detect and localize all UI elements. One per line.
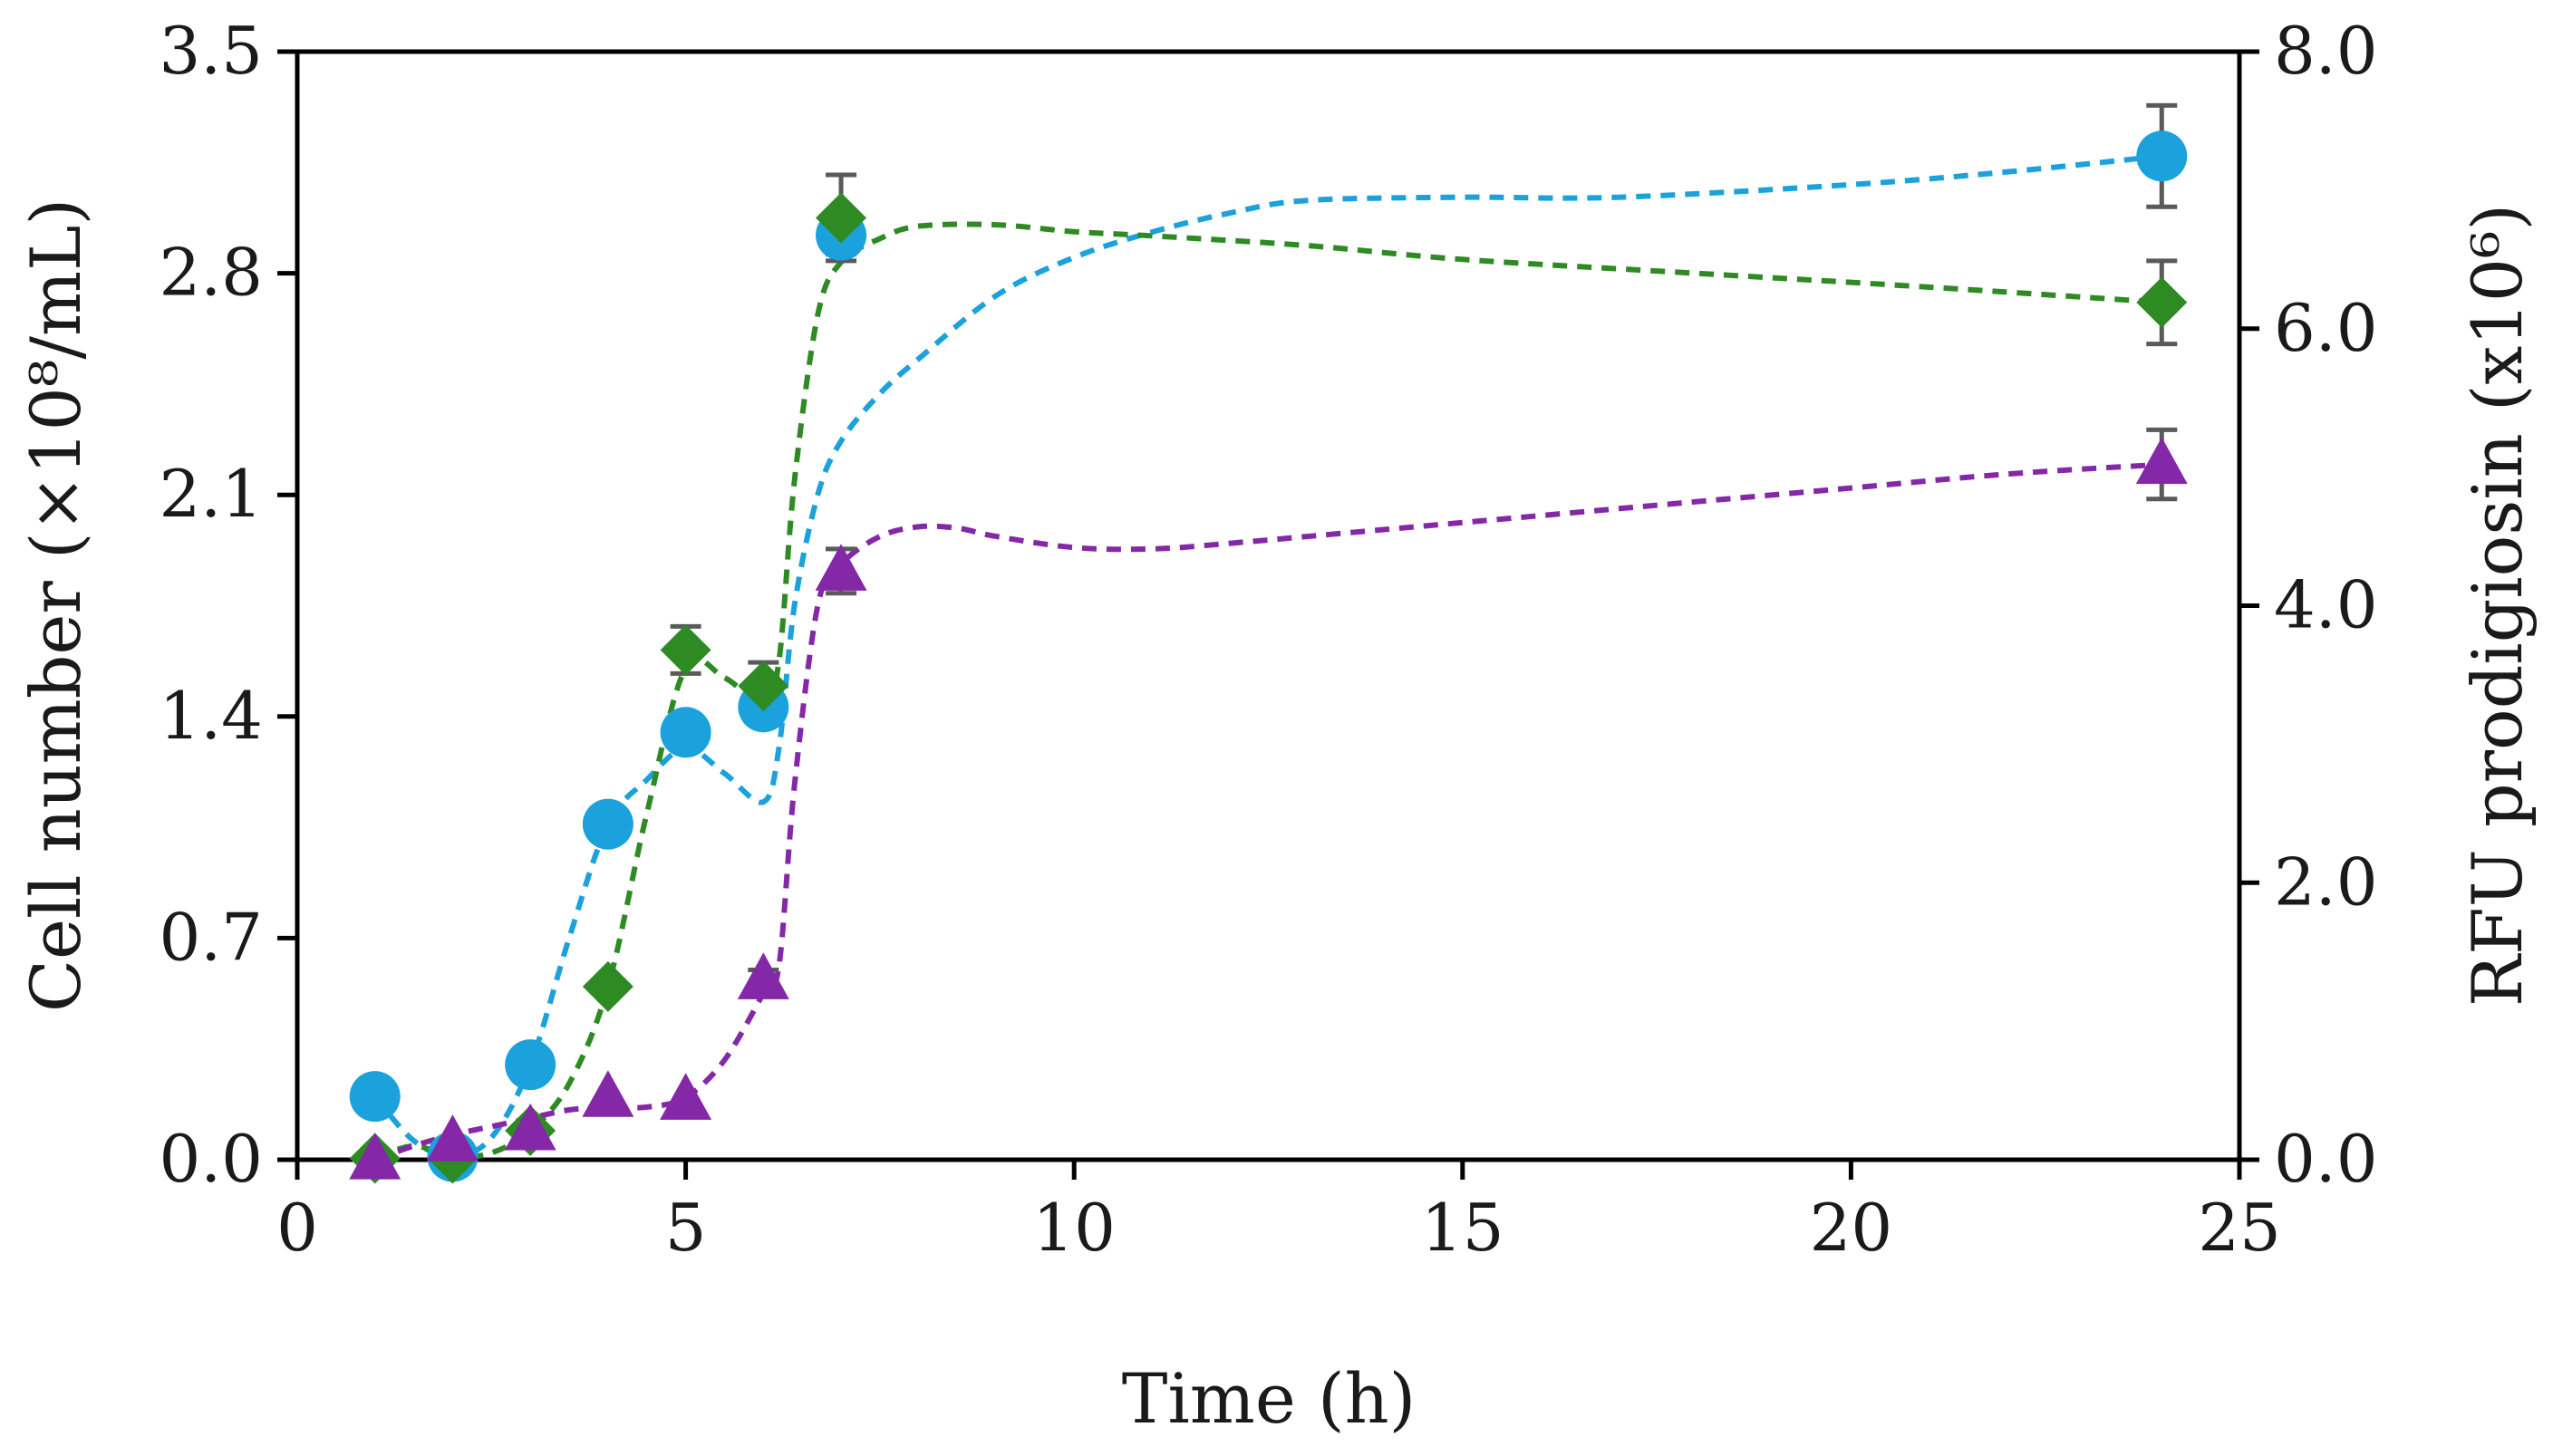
- triangle-trend-line: [373, 461, 2162, 1162]
- triangle-data-point: [2135, 437, 2188, 485]
- x-tick-label: 10: [1032, 1190, 1116, 1266]
- x-tick-label: 0: [276, 1190, 318, 1266]
- triangle-data-point: [660, 1073, 712, 1120]
- triangle-data-point: [504, 1103, 556, 1151]
- diamond-data-point: [738, 661, 789, 712]
- x-axis-title: Time (h): [1122, 1358, 1416, 1439]
- circle-data-point: [660, 707, 711, 758]
- circle-data-point: [2136, 130, 2188, 182]
- left-y-tick-label: 3.5: [159, 13, 263, 89]
- right-y-tick-label: 0.0: [2274, 1121, 2378, 1197]
- triangle-data-point: [426, 1114, 479, 1162]
- right-y-tick-label: 6.0: [2274, 290, 2378, 366]
- left-y-tick-label: 2.1: [159, 456, 263, 532]
- right-y-axis-ticks: 0.0 2.0 4.0 6.0 8.0: [2239, 13, 2378, 1197]
- x-tick-label: 20: [1810, 1190, 1893, 1266]
- triangle-data-point: [582, 1070, 634, 1117]
- error-bars: [670, 102, 2178, 992]
- diamond-trend-line: [373, 221, 2162, 1162]
- left-y-tick-label: 1.4: [159, 678, 263, 754]
- right-y-axis-title: RFU prodigiosin (x10⁶): [2457, 204, 2538, 1007]
- circle-data-point: [582, 798, 633, 850]
- triangle-data-point: [349, 1133, 401, 1180]
- right-y-tick-label: 4.0: [2274, 567, 2378, 643]
- trend-curves: [372, 153, 2162, 1162]
- data-markers: [349, 130, 2188, 1184]
- diamond-data-point: [660, 624, 711, 676]
- left-y-tick-label: 0.7: [159, 899, 263, 975]
- x-tick-label: 5: [665, 1190, 707, 1266]
- left-y-tick-label: 2.8: [159, 235, 263, 311]
- diamond-data-point: [2136, 276, 2188, 328]
- left-y-axis-title: Cell number (×10⁸/mL): [15, 198, 96, 1012]
- left-y-tick-label: 0.0: [159, 1121, 263, 1197]
- right-y-tick-label: 2.0: [2274, 844, 2378, 920]
- x-axis-ticks: 0 5 10 15 20 25: [276, 1160, 2281, 1266]
- triangle-data-point: [815, 544, 867, 591]
- diamond-data-point: [816, 192, 867, 244]
- circle-data-point: [349, 1071, 401, 1123]
- x-tick-label: 25: [2198, 1190, 2281, 1266]
- triangle-data-point: [737, 952, 789, 999]
- circle-data-point: [505, 1039, 556, 1091]
- circle-trend-line: [372, 153, 2162, 1160]
- plot-frame: [295, 49, 2242, 1162]
- diamond-data-point: [582, 960, 633, 1012]
- x-tick-label: 15: [1421, 1190, 1504, 1266]
- left-y-axis-ticks: 0.0 0.7 1.4 2.1 2.8 3.5: [159, 13, 297, 1197]
- right-y-tick-label: 8.0: [2274, 13, 2378, 89]
